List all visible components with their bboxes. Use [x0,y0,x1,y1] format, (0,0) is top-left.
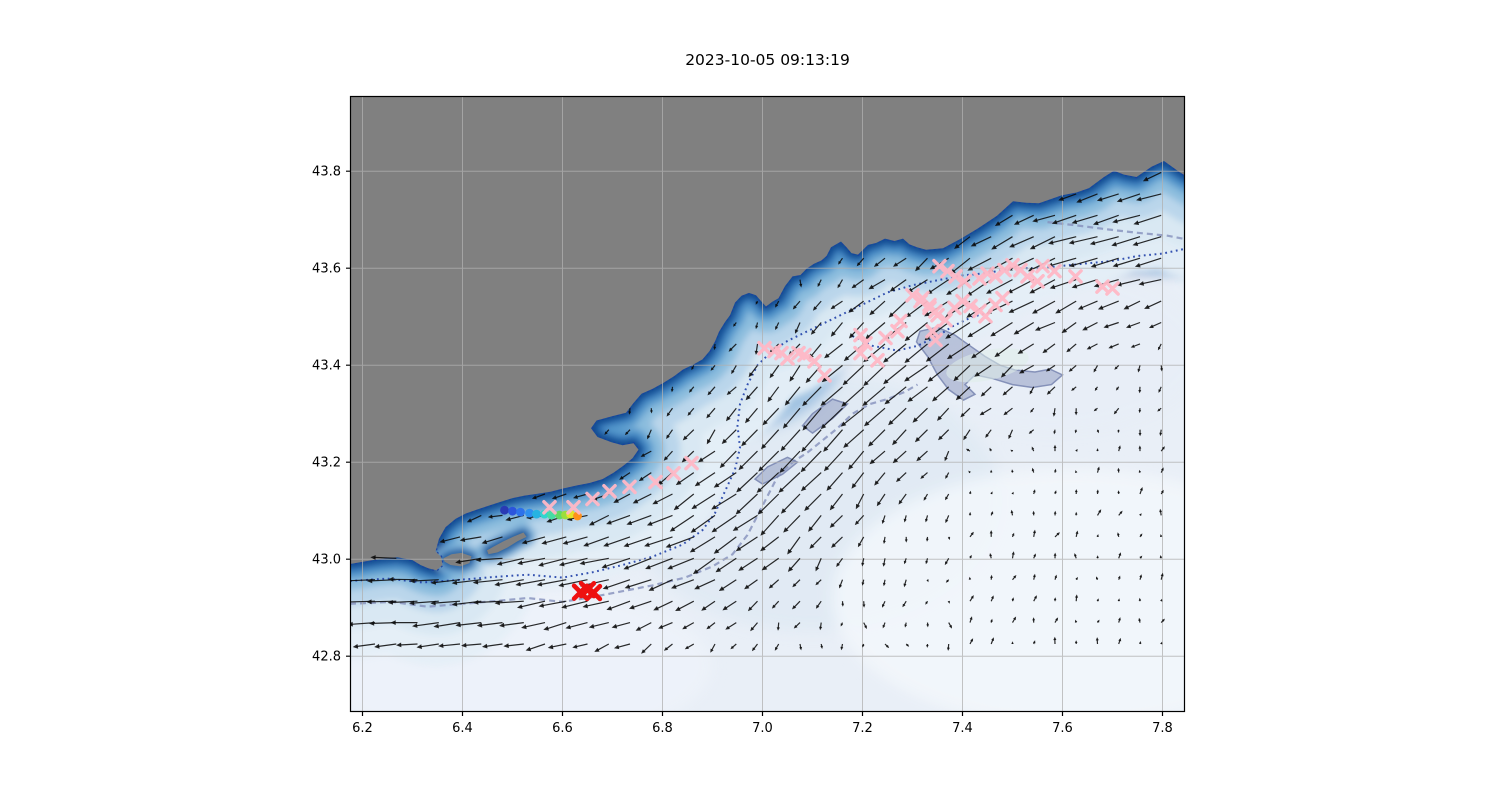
x-tick-label: 7.2 [852,721,873,736]
trajectory-dot [508,506,517,516]
red-x-markers [571,581,603,602]
quiver-shafts [350,171,1165,653]
trajectory-dot [516,507,525,517]
pink-x-markers [542,258,1120,515]
land-polygon [350,96,1185,571]
slate-filament-blob [753,456,799,485]
y-tick-label: 43.4 [312,359,341,374]
x-tick-label: 7.4 [952,721,973,736]
x-tick-label: 7.8 [1152,721,1173,736]
y-tick-label: 43.2 [312,456,341,471]
y-tick-label: 43.8 [312,165,341,180]
chart-title: 2023-10-05 09:13:19 [685,51,850,69]
island-polygon [487,532,527,555]
axes-border [349,95,1186,713]
trajectory-dot [525,508,534,518]
x-tick-label: 7.6 [1052,721,1073,736]
x-tick-label: 6.8 [652,721,673,736]
y-tick-label: 43.0 [312,553,341,568]
x-tick-label: 6.6 [552,721,573,736]
y-tick-label: 43.6 [312,262,341,277]
trajectory-dot [500,505,509,515]
tick-marks [346,170,1164,716]
x-tick-label: 6.2 [352,721,373,736]
y-tick-label: 42.8 [312,650,341,665]
slate-isobath-contours [350,221,1185,608]
trajectory-dot [532,509,541,519]
quiver-field [350,171,1165,654]
plot-area: 6.2 6.4 6.6 6.8 7.0 7.2 7.4 7.6 7.8 42.8 43.0 43.2 4… [312,95,1186,736]
x-tick-label: 6.4 [452,721,473,736]
x-tick-label: 7.0 [752,721,773,736]
